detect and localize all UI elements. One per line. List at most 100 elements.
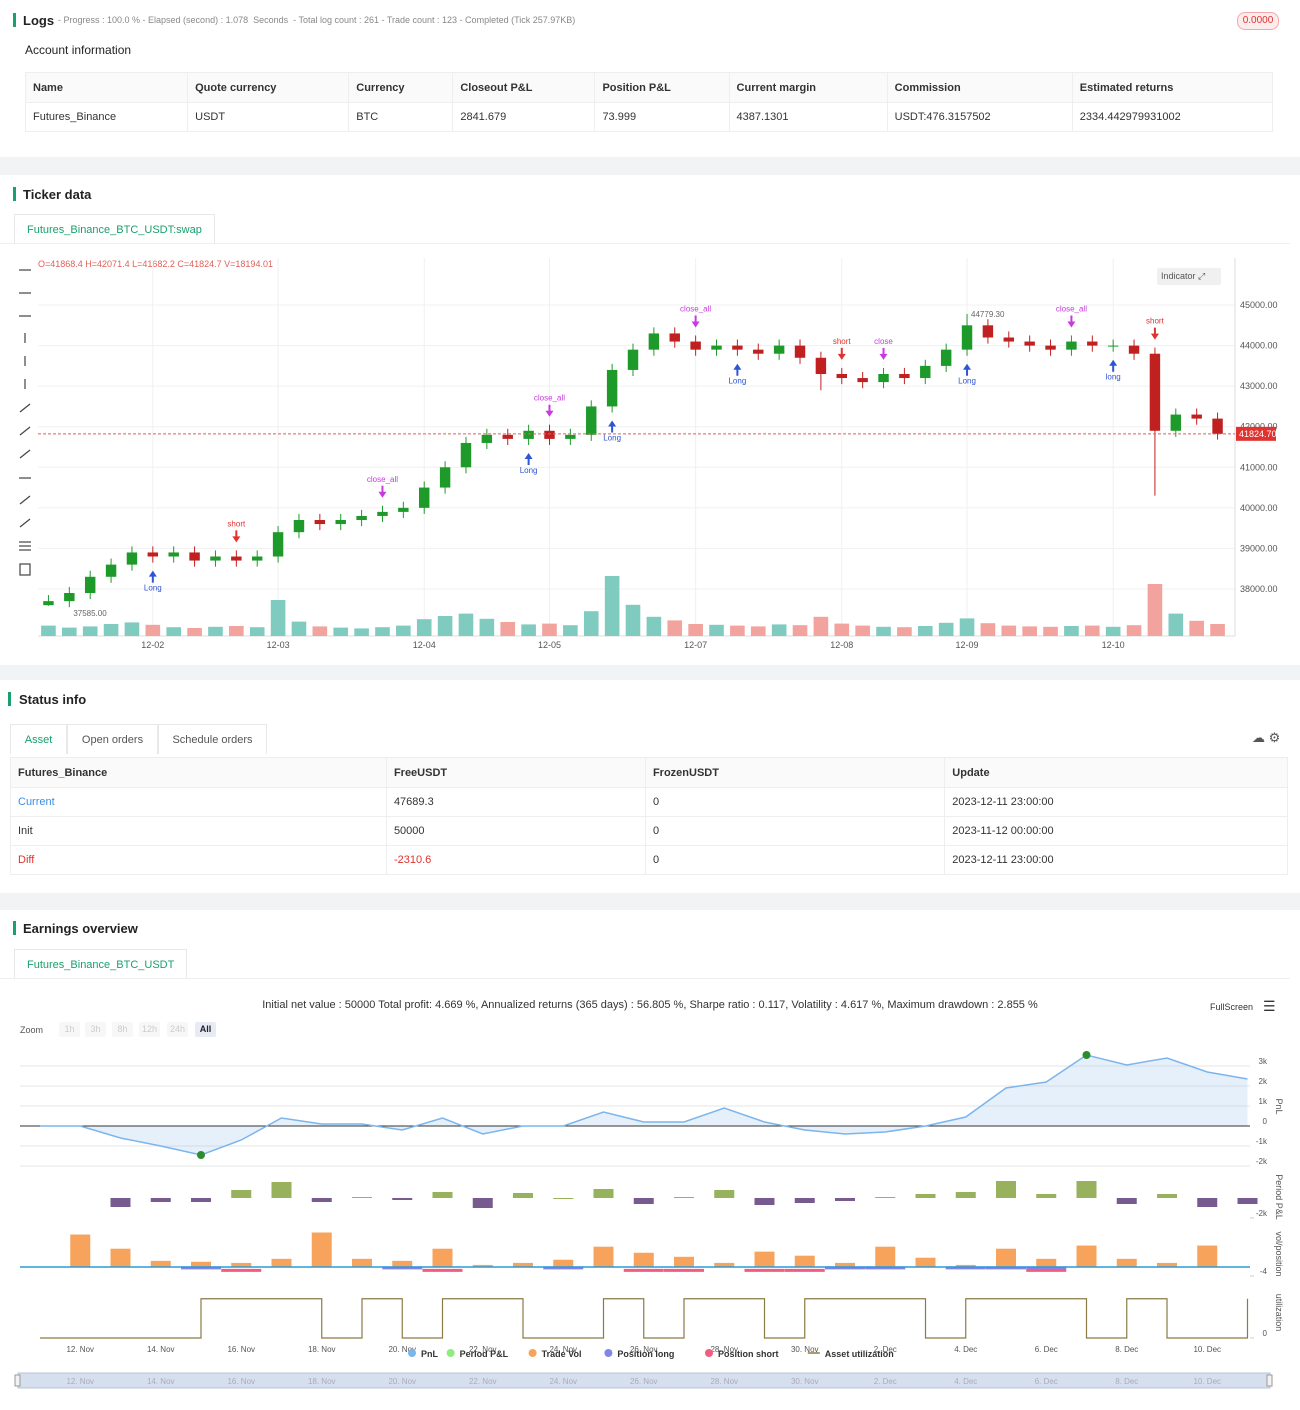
volume-bar — [563, 625, 578, 636]
bar — [794, 1198, 815, 1203]
candle-body — [899, 373, 910, 379]
x-tick-label: 26. Nov — [630, 1345, 658, 1354]
candle-body — [105, 564, 117, 577]
volume-bar — [709, 624, 724, 636]
accent — [13, 921, 16, 935]
y-tick-label: -2k — [1256, 1209, 1268, 1218]
candle-body — [920, 365, 931, 379]
volume-bar — [855, 625, 870, 636]
status-table: Futures_Binance FreeUSDT FrozenUSDT Update C… — [10, 757, 1288, 875]
bar — [915, 1194, 936, 1198]
tab[interactable]: Open orders — [67, 724, 158, 754]
bar — [593, 1189, 614, 1198]
signal-arrow — [148, 570, 157, 583]
zoom-button[interactable]: 1h — [59, 1022, 80, 1037]
zoom-button[interactable]: 3h — [85, 1022, 106, 1037]
signal-arrow — [232, 530, 241, 543]
menu-icon[interactable]: ☰ — [1263, 998, 1276, 1014]
x-tick-label: 24. Nov — [549, 1345, 577, 1354]
candle-body — [753, 349, 764, 354]
candle-body — [502, 434, 513, 439]
x-tick-label: 8. Dec — [1115, 1345, 1138, 1354]
zoom-label: Zoom — [20, 1025, 44, 1035]
x-tick-label: 12-08 — [830, 640, 853, 650]
volume-bar — [750, 626, 766, 636]
volume-bar — [312, 626, 328, 636]
volume-bar — [959, 618, 975, 636]
bar — [674, 1256, 694, 1267]
tab[interactable]: Futures_Binance_BTC_USDT:swap — [14, 214, 215, 244]
table-cell: Current — [10, 787, 387, 817]
candle-body — [251, 556, 263, 561]
bar — [231, 1190, 252, 1198]
legend-label: Asset utilization — [825, 1349, 894, 1359]
indicator-button[interactable]: Indicator ⤢ — [1157, 268, 1221, 285]
tab[interactable]: Asset — [10, 724, 67, 754]
utilization-line — [40, 1298, 1249, 1339]
navigator-label: 2. Dec — [874, 1377, 897, 1386]
logs-section: Logs - Progress : 100.0 % - Elapsed (sec… — [0, 0, 1300, 157]
bar — [311, 1198, 332, 1202]
fullscreen[interactable]: FullScreen — [1210, 1002, 1254, 1012]
bar — [392, 1198, 413, 1200]
zoom-button[interactable]: All — [195, 1022, 216, 1037]
x-tick-label: 12-02 — [141, 640, 164, 650]
volume-bar — [1168, 613, 1184, 636]
x-tick-label: 12-03 — [267, 640, 290, 650]
volume-bar — [688, 624, 703, 636]
navigator-label: 30. Nov — [791, 1377, 819, 1386]
badge[interactable]: 0.0000 — [1237, 12, 1279, 30]
candle-body — [460, 442, 472, 468]
column-header: Quote currency — [187, 72, 350, 103]
volume-bar — [375, 627, 390, 636]
volume-bar — [667, 620, 683, 636]
table-cell: 0 — [644, 787, 946, 817]
navigator-label: 6. Dec — [1035, 1377, 1058, 1386]
volume-bar — [542, 623, 557, 636]
y-tick-label: 0 — [1263, 1329, 1268, 1338]
signal-label: close_all — [1056, 304, 1087, 313]
legend-symbol — [408, 1349, 416, 1357]
bar — [191, 1261, 211, 1267]
zoom-button[interactable]: 24h — [167, 1022, 188, 1037]
price-tag — [1236, 426, 1276, 441]
zoom-button[interactable]: 12h — [139, 1022, 160, 1037]
table-row: Init 50000 0 2023-11-12 00:00:00 — [10, 816, 1288, 846]
volume-bar — [396, 625, 411, 636]
zoom-button[interactable]: 8h — [112, 1022, 133, 1037]
y-tick-label: 43000.00 — [1240, 381, 1278, 391]
candle-body — [64, 593, 75, 602]
bar — [231, 1262, 252, 1267]
candle-body — [126, 552, 138, 565]
candle-body — [168, 552, 179, 557]
volume-bar — [897, 627, 912, 636]
candle-body — [690, 341, 701, 350]
navigator-handle — [14, 1374, 21, 1387]
volume-bar — [458, 613, 474, 636]
accent — [13, 13, 16, 27]
tab[interactable]: Futures_Binance_BTC_USDT — [14, 949, 188, 979]
divider — [0, 243, 1290, 244]
candle-body — [648, 333, 660, 350]
signal-label: close_all — [534, 394, 565, 403]
tab[interactable]: Schedule orders — [158, 724, 267, 754]
accent — [13, 187, 16, 201]
extreme-marker — [1082, 1051, 1091, 1059]
bar — [996, 1181, 1016, 1198]
candle-body — [335, 520, 346, 525]
bar — [150, 1198, 171, 1202]
signal-arrow — [378, 485, 387, 498]
y-tick-label: 42000.00 — [1240, 422, 1278, 432]
volume-bar — [1189, 620, 1204, 636]
y-tick-label: 38000.00 — [1240, 584, 1278, 594]
candle-body — [586, 406, 597, 435]
candle-body — [84, 576, 96, 594]
navigator-handle — [1266, 1374, 1273, 1387]
y-axis-title: PnL — [1274, 1098, 1284, 1114]
volume-bar — [229, 626, 244, 636]
volume-bar — [187, 628, 202, 636]
table-cell: Futures_Binance — [24, 102, 189, 132]
icons[interactable]: ☁ ⚙ — [1252, 730, 1281, 745]
candle-body — [377, 511, 388, 516]
